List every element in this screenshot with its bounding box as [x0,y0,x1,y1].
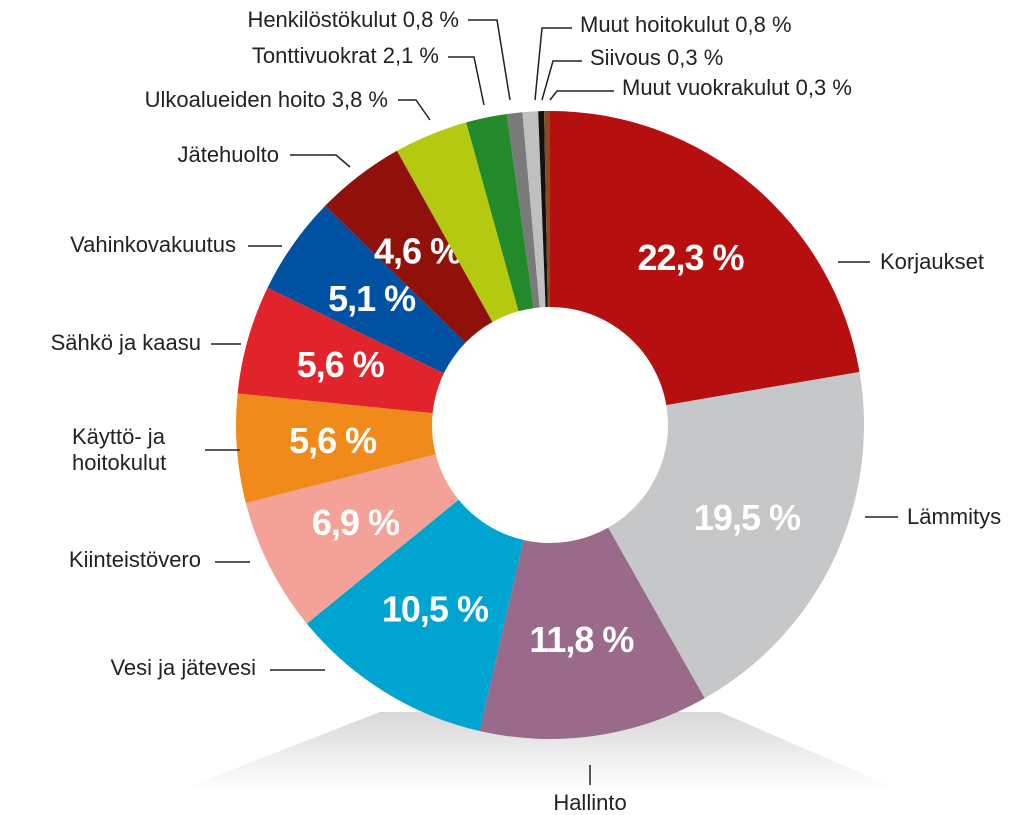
leader-line [549,90,614,101]
slice [466,113,534,312]
value-label: 19,5 % [694,497,801,538]
slice [235,393,436,504]
category-label: Korjaukset [880,249,984,274]
slice [397,122,519,322]
slice [538,111,548,308]
slice [267,205,466,374]
slice [479,527,705,740]
leader-line [398,99,431,121]
value-label: 11,8 % [529,619,634,660]
value-label: 6,9 % [312,502,400,543]
slice [544,111,550,308]
leader-line [468,19,511,101]
category-label: Henkilöstökulut 0,8 % [247,7,459,32]
value-label: 5,1 % [328,278,416,319]
leader-line [541,60,582,101]
slice [245,454,459,624]
slice [237,287,444,414]
slice [506,112,540,309]
category-label: Muut vuokrakulut 0,3 % [622,75,852,100]
category-label: Vesi ja jätevesi [110,655,256,680]
category-label: Lämmitys [907,504,1002,529]
category-label: Ulkoalueiden hoito 3,8 % [144,87,388,112]
category-label: Tonttivuokrat 2,1 % [251,43,439,68]
value-label: 5,6 % [289,420,377,461]
slice [608,371,864,699]
category-label: Hallinto [553,790,627,815]
value-label: 10,5 % [382,589,489,630]
category-label: Muut hoitokulut 0,8 % [580,12,792,37]
category-label: Vahinkovakuutus [70,232,236,257]
slice [550,111,860,406]
category-label: Käyttö- ja hoitokulut [72,424,167,475]
category-label: Kiinteistövero [68,547,201,572]
leader-line [448,56,485,106]
slice [522,111,546,308]
shadow [180,712,900,790]
value-label: 22,3 % [637,237,744,278]
slice [325,150,493,343]
leader-line [534,27,572,101]
category-label: Siivous 0,3 % [590,45,724,70]
category-label: Sähkö ja kaasu [50,330,201,355]
leader-line [290,154,351,168]
category-label: Jätehuolto [177,142,279,167]
slice [306,499,524,732]
value-label: 5,6 % [297,344,385,385]
